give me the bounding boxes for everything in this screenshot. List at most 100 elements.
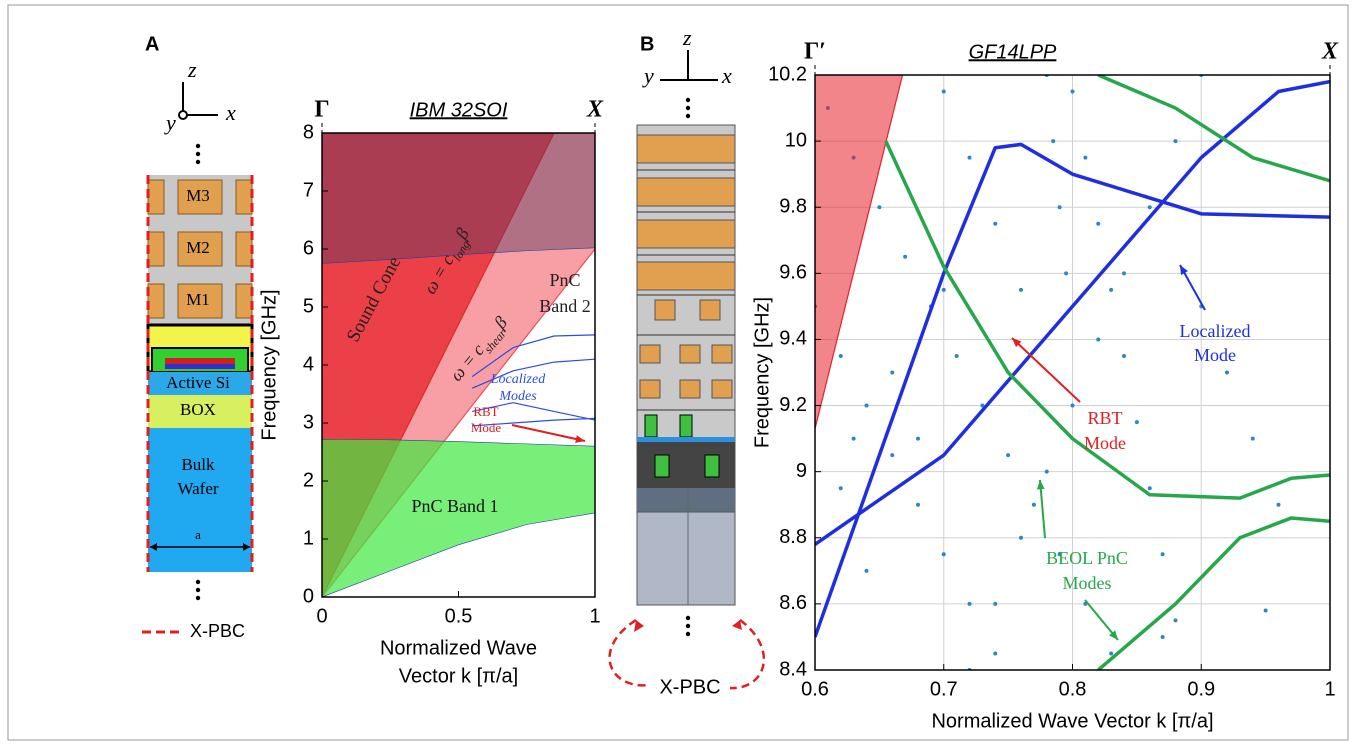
layer-label: BOX [180, 400, 216, 419]
data-point [916, 503, 920, 507]
data-point [890, 453, 894, 457]
y-tick-label: 9.2 [779, 394, 807, 416]
y-tick-label: 3 [303, 411, 314, 433]
data-point [942, 288, 946, 292]
y-tick-label: 8.4 [779, 658, 807, 680]
gate [655, 455, 669, 477]
data-point [1006, 453, 1010, 457]
diagram-b: z y x X-PBC [610, 25, 764, 698]
data-point [865, 404, 869, 408]
corner-label: Γ [314, 97, 329, 123]
data-point [903, 255, 907, 259]
gate [680, 415, 692, 437]
pbc-label: X-PBC [659, 676, 720, 698]
y-tick-label: 10.2 [768, 63, 807, 85]
ellipsis [686, 616, 690, 636]
gate [165, 364, 235, 369]
data-point [1135, 420, 1139, 424]
annotation: Mode [1084, 433, 1126, 453]
data-point [1251, 437, 1255, 441]
gate [705, 455, 719, 477]
data-point [1174, 139, 1178, 143]
data-point [1174, 618, 1178, 622]
pbc-arrow [730, 620, 764, 688]
y-tick-label: 0 [303, 585, 314, 607]
data-point [1148, 486, 1152, 490]
y-tick-label: 5 [303, 295, 314, 317]
data-point [1109, 288, 1113, 292]
data-point [1019, 536, 1023, 540]
data-point [1148, 205, 1152, 209]
axis-label: z [187, 57, 197, 82]
y-tick-label: 8.6 [779, 592, 807, 614]
diagram-a: z y x X-PBC [142, 57, 252, 641]
corner-label: X [1321, 39, 1339, 65]
data-point [1277, 503, 1281, 507]
data-point [993, 602, 997, 606]
data-point [955, 354, 959, 358]
data-point [1264, 609, 1268, 613]
y-axis-label: Frequency [GHz] [751, 297, 773, 448]
data-point [1122, 271, 1126, 275]
data-point [993, 222, 997, 226]
axis-label: x [225, 100, 236, 125]
data-point [852, 437, 856, 441]
panel-label: B [640, 33, 654, 55]
axis-label: z [682, 25, 692, 50]
data-point [1109, 651, 1113, 655]
data-point [968, 602, 972, 606]
ellipsis [686, 98, 690, 118]
data-point [1122, 354, 1126, 358]
chart-title: GF14LPP [969, 41, 1057, 63]
data-point [916, 437, 920, 441]
data-point [1096, 337, 1100, 341]
active-si [637, 437, 735, 442]
annotation: Modes [1063, 573, 1112, 593]
annotation: Mode [1194, 345, 1236, 365]
y-tick-label: 8 [303, 121, 314, 143]
data-point [942, 552, 946, 556]
layer-label: Wafer [177, 479, 218, 498]
data-point [1071, 404, 1075, 408]
data-point [1096, 222, 1100, 226]
gate [645, 415, 657, 437]
x-tick-label: 0.9 [1187, 678, 1215, 700]
annotation: Localized [1180, 321, 1251, 341]
y-tick-label: 1 [303, 527, 314, 549]
gate [165, 358, 235, 364]
x-tick-label: 0.7 [930, 678, 958, 700]
x-tick-label: 1 [1324, 678, 1335, 700]
data-point [1161, 635, 1165, 639]
data-point [1064, 271, 1068, 275]
annotation: RBT [1087, 408, 1122, 428]
data-point [1019, 288, 1023, 292]
axis-origin [179, 111, 187, 119]
annotation: BEOL PnC [1046, 548, 1128, 568]
data-point [1083, 156, 1087, 160]
annotation: PnC Band 1 [411, 496, 498, 516]
axis-label: y [164, 110, 176, 135]
data-point [890, 371, 894, 375]
y-tick-label: 7 [303, 179, 314, 201]
layer-label: Active Si [166, 373, 230, 392]
annotation: Mode [471, 420, 502, 435]
layer-label: Bulk [181, 455, 215, 474]
y-tick-label: 6 [303, 237, 314, 259]
feol [637, 440, 735, 488]
chart-title: IBM 32SOI [410, 99, 508, 121]
annotation: Modes [498, 389, 537, 404]
panel-label: A [145, 33, 159, 55]
y-tick-label: 2 [303, 469, 314, 491]
corner-label: X [586, 97, 604, 123]
axis-label: y [642, 63, 654, 88]
y-axis-label: Frequency [GHz] [258, 289, 280, 440]
data-point [1045, 470, 1049, 474]
data-point [1058, 205, 1062, 209]
layer-label: M2 [186, 238, 210, 257]
y-tick-label: 9.6 [779, 262, 807, 284]
box [637, 488, 735, 512]
y-tick-label: 4 [303, 353, 314, 375]
data-point [1051, 139, 1055, 143]
